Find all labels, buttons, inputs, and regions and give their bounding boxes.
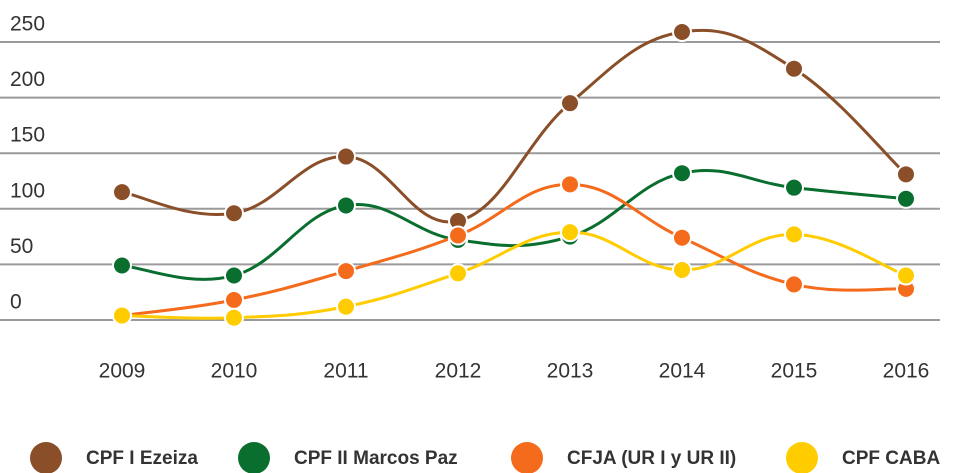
series-line [121,182,907,318]
legend-marker [238,442,270,473]
x-tick-label: 2014 [659,360,706,383]
x-tick-label: 2015 [771,360,818,383]
x-tick-label: 2010 [211,360,258,383]
x-tick-label: 2011 [323,360,368,383]
data-point [336,296,356,317]
data-point [336,195,356,216]
data-point [896,188,916,209]
data-point [224,307,244,328]
x-tick-label: 2016 [883,360,930,383]
data-point [672,259,692,280]
data-point [560,174,580,195]
data-point [336,261,356,282]
x-tick-label: 2009 [99,360,146,383]
data-point [112,305,132,326]
data-point [896,164,916,185]
series-line [121,168,907,281]
y-tick-label: 0 [10,291,22,314]
data-point [224,265,244,286]
data-point [784,274,804,295]
data-point [448,225,468,246]
data-point [112,255,132,276]
x-tick-label: 2012 [435,360,482,383]
legend-label: CPF CABA [842,448,940,469]
data-point [672,227,692,248]
legend-marker [511,442,543,473]
data-point [560,222,580,243]
y-tick-label: 50 [10,235,33,258]
y-tick-label: 250 [10,13,45,36]
data-point [784,177,804,198]
legend-marker [30,442,62,473]
data-point [224,289,244,310]
legend-label: CPF I Ezeiza [86,448,198,469]
y-tick-label: 100 [10,179,45,202]
data-point [112,182,132,203]
data-point [784,224,804,245]
data-point [672,21,692,42]
y-tick-label: 150 [10,124,45,147]
legend-label: CFJA (UR I y UR II) [567,448,736,469]
data-point [560,93,580,114]
y-tick-label: 200 [10,68,45,91]
data-point [336,146,356,167]
data-point [224,203,244,224]
data-point [896,265,916,286]
x-tick-label: 2013 [547,360,594,383]
legend-label: CPF II Marcos Paz [294,448,458,469]
legend-marker [786,442,818,473]
series-line [121,28,908,224]
data-point [672,163,692,184]
data-point [784,58,804,79]
data-point [448,263,468,284]
